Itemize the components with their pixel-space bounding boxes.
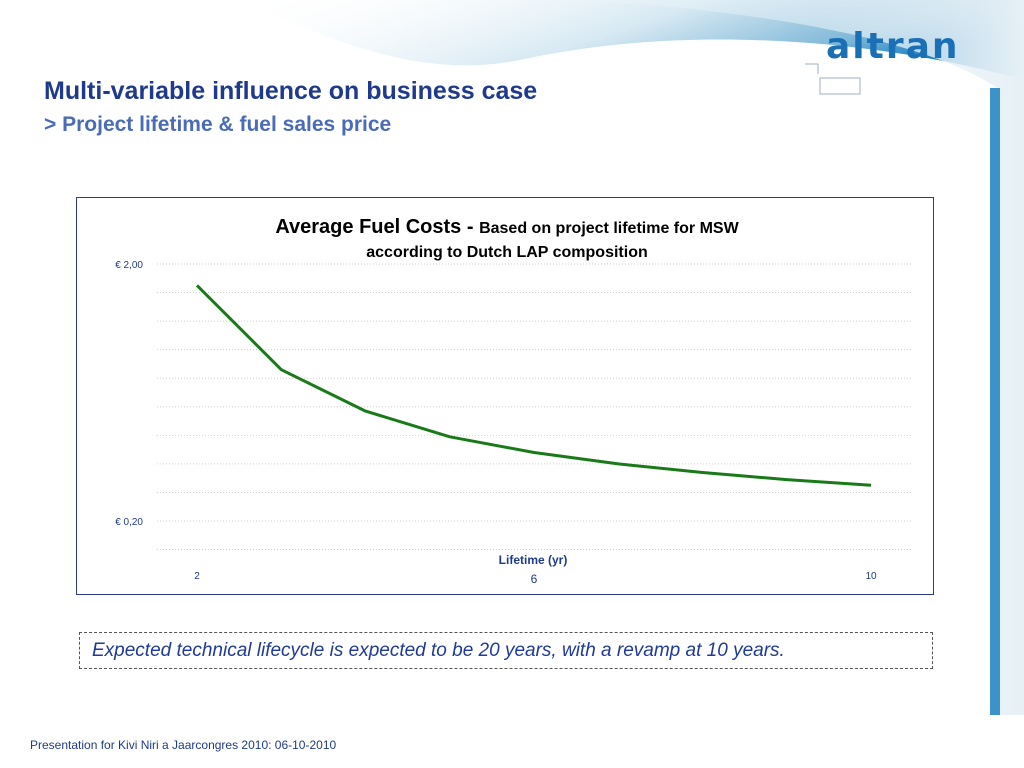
x-tick-label: 10 — [865, 571, 877, 582]
fuel-cost-line — [195, 284, 872, 487]
series-line — [195, 284, 872, 487]
altran-logo: altran — [826, 26, 960, 67]
fuel-cost-chart: Average Fuel Costs - Based on project li… — [115, 216, 912, 586]
slide-title: Multi-variable influence on business cas… — [44, 77, 538, 105]
footer-text: Presentation for Kivi Niri a Jaarcongres… — [30, 738, 337, 752]
logo-decoration — [805, 63, 861, 95]
chart-frame: Average Fuel Costs - Based on project li… — [76, 197, 934, 595]
y-tick-label: € 2,00 — [115, 260, 143, 271]
x-tick-label: 6 — [531, 572, 538, 586]
lifecycle-note-text: Expected technical lifecycle is expected… — [92, 639, 785, 661]
x-tick-label: 2 — [194, 571, 200, 582]
slide-subtitle: > Project lifetime & fuel sales price — [44, 113, 392, 136]
lifecycle-note: Expected technical lifecycle is expected… — [79, 632, 933, 669]
chart-title-line2: according to Dutch LAP composition — [366, 244, 648, 261]
y-tick-label: € 0,20 — [115, 517, 143, 528]
x-axis-ticks: 2 6 10 — [194, 571, 877, 586]
x-axis-label: Lifetime (yr) — [499, 553, 568, 567]
y-axis-ticks: € 2,00 € 0,20 — [115, 260, 143, 528]
chart-title: Average Fuel Costs - Based on project li… — [275, 216, 739, 238]
gridlines — [157, 263, 912, 551]
